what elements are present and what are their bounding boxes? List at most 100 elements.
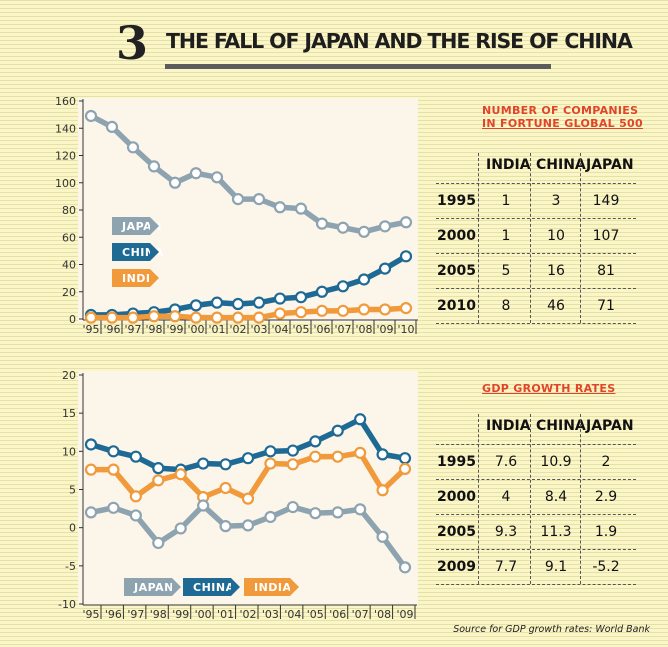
c2-x-tick-label: '97 [127,608,144,621]
c1-series-line-china [88,253,409,318]
c2-x-tick-label: '98 [150,608,167,621]
table1-cell: 107 [592,228,620,244]
table1-cell: 71 [597,298,615,314]
table1-cell: 5 [501,263,511,279]
legend2-china-label: CHINA [193,580,235,594]
c2-point-india [376,484,389,497]
c1-point-japan [294,202,308,215]
table1-cell: 10 [547,228,565,244]
c1-point-india [399,302,413,315]
table1-cell: 3 [551,193,561,209]
c1-point-india [168,310,182,323]
c1-point-japan [399,216,413,229]
c1-point-japan [273,201,287,214]
c2-point-japan [152,536,165,550]
c2-point-japan [107,501,120,514]
c1-point-china [210,296,224,309]
table1-cell: 8 [501,298,511,314]
c2-x-tick-label: '07 [352,608,369,621]
c2-point-india [286,458,299,471]
c2-point-japan [354,503,367,516]
c2-y-tick-label: -10 [58,598,76,611]
c2-y-tick-label: 15 [62,407,76,420]
c1-point-china [252,296,266,309]
table2-title: GDP GROWTH RATES [482,382,616,395]
c1-point-india [336,304,350,317]
table2-cell: 4 [501,489,511,505]
c1-y-tick-label: 80 [62,204,76,217]
c2-point-japan [376,530,389,543]
gdp-chart-plot-area [78,371,418,605]
c1-point-china [231,297,245,311]
table2-row-divider [436,584,636,585]
legend-japan-label: JAPAN [122,219,162,233]
c1-x-tick-label: '10 [397,323,414,336]
legend-india: INDIA [112,269,159,287]
table2-cell: 2.9 [594,489,618,505]
c1-point-japan [315,217,329,230]
c1-x-tick-label: '08 [355,323,372,336]
table1-header: JAPAN [586,157,634,173]
c1-y-tick-label: 40 [62,259,76,272]
c1-point-japan [357,225,371,238]
c2-x-tick-label: '04 [284,608,301,621]
c1-series-line-japan [88,113,409,235]
c1-point-china [399,250,413,263]
c1-y-tick-label: 100 [55,177,76,190]
c1-x-tick-label: '07 [334,323,351,336]
c2-point-china [286,444,299,457]
c2-y-tick-label: 10 [62,445,76,458]
c1-point-japan [378,220,392,233]
c1-point-china [189,299,203,312]
c2-point-china [398,452,412,465]
section-number: 3 [116,16,149,70]
table1-cell: 1 [501,228,511,244]
table2-row-divider [436,514,636,515]
table2-header: INDIA [486,418,531,434]
table2-col-divider [580,414,581,584]
c2-point-japan [197,499,210,512]
table1-row-divider [436,183,636,184]
legend2-japan-label: JAPAN [134,580,174,594]
c1-point-china [336,280,350,293]
c2-point-japan [129,509,142,522]
c2-point-china [241,452,255,465]
c2-y-tick-label: -5 [65,560,76,573]
c1-point-china [294,291,308,304]
table2-row-year: 2005 [437,524,476,540]
c2-point-india [264,457,277,470]
c2-x-tick-label: '99 [172,608,189,621]
c1-point-india [126,311,140,324]
table2-cell: 8.4 [544,489,568,505]
c1-x-tick-label: '98 [145,323,162,336]
c2-x-tick-label: '95 [82,608,99,621]
c2-point-china [354,413,367,426]
table2-row-divider [436,444,636,445]
c2-x-tick-label: '01 [217,608,234,621]
c1-point-japan [168,176,182,189]
table2-cell: 7.6 [494,454,518,470]
c1-point-india [231,311,245,324]
table1-cell: 46 [547,298,565,314]
c2-point-china [84,438,98,451]
c1-point-india [105,311,119,324]
c2-point-japan [219,520,232,533]
legend2-china: CHINA [183,578,240,596]
c2-point-japan [84,506,98,519]
table1-row-year: 2005 [437,263,476,279]
table1-title-line2: IN FORTUNE GLOBAL 500 [482,117,643,130]
c2-point-japan [264,510,277,524]
c2-point-india [107,463,120,476]
c1-point-china [357,273,371,286]
table1-cell: 1 [501,193,511,209]
table2-row-divider [436,479,636,480]
c1-point-india [252,311,266,324]
table1-col-divider [580,153,581,323]
table1-title: NUMBER OF COMPANIES IN FORTUNE GLOBAL 50… [482,104,643,130]
c2-point-china [219,458,232,471]
c1-x-tick-label: '03 [250,323,267,336]
table1-row-divider [436,323,636,324]
